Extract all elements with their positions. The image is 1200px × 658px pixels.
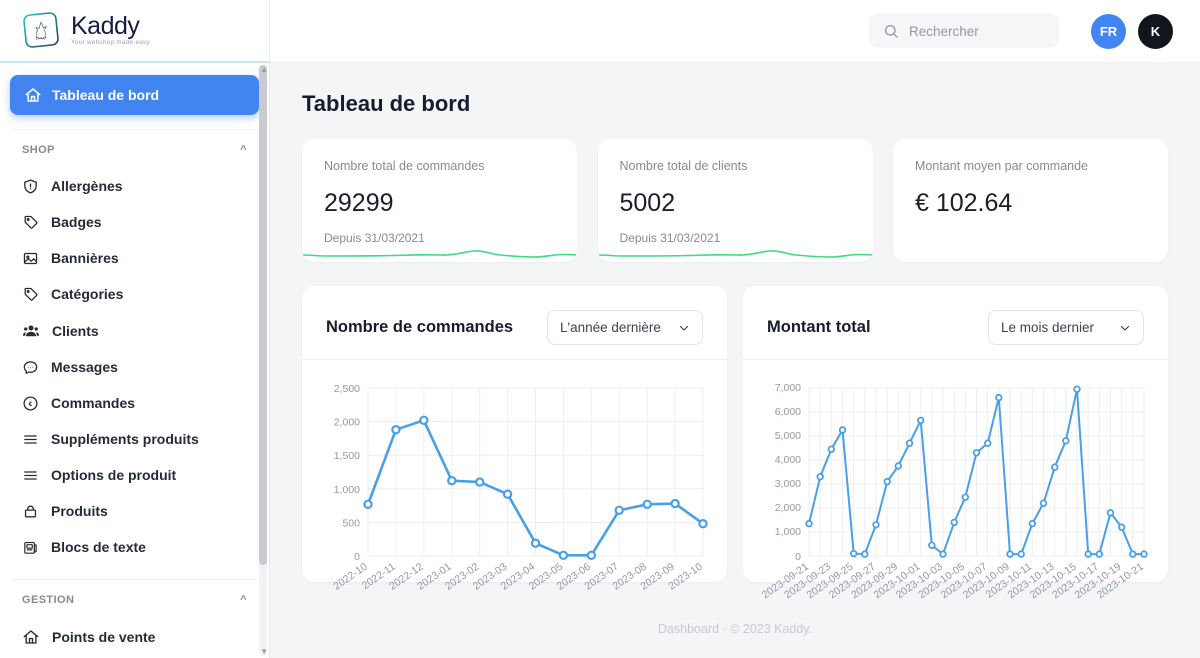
svg-text:2,500: 2,500	[334, 383, 360, 395]
svg-text:500: 500	[342, 517, 360, 529]
svg-text:1,500: 1,500	[334, 450, 360, 462]
svg-text:5,000: 5,000	[775, 430, 801, 442]
svg-text:1,000: 1,000	[334, 484, 360, 496]
svg-text:0: 0	[795, 551, 801, 563]
svg-text:4,000: 4,000	[775, 454, 801, 466]
svg-text:2,000: 2,000	[334, 417, 360, 429]
svg-text:2,000: 2,000	[775, 502, 801, 514]
svg-text:3,000: 3,000	[775, 478, 801, 490]
svg-text:€: €	[29, 400, 33, 407]
svg-text:1,000: 1,000	[775, 526, 801, 538]
svg-text:0: 0	[354, 551, 360, 563]
svg-text:6,000: 6,000	[775, 406, 801, 418]
svg-text:7,000: 7,000	[775, 382, 801, 394]
